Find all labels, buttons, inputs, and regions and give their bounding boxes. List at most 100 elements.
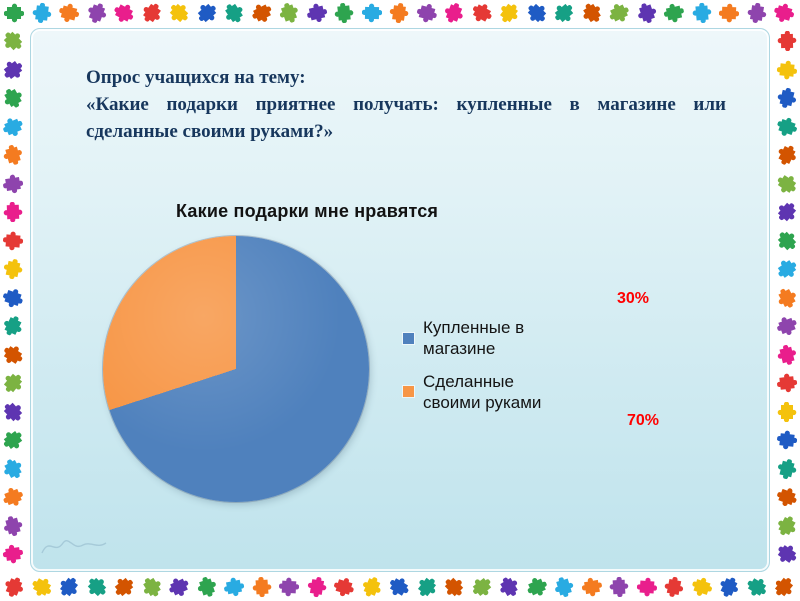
puzzle-piece-icon xyxy=(776,59,798,81)
puzzle-piece-icon xyxy=(745,2,768,25)
puzzle-piece-icon xyxy=(606,0,633,26)
puzzle-piece-icon xyxy=(495,0,523,27)
puzzle-piece-icon xyxy=(0,369,27,397)
puzzle-piece-icon xyxy=(0,455,27,482)
puzzle-piece-icon xyxy=(689,574,714,599)
puzzle-piece-icon xyxy=(770,573,798,601)
legend-item: Сделанные своими руками xyxy=(403,371,555,414)
legend-label: Сделанные своими руками xyxy=(423,371,542,412)
chart-title: Какие подарки мне нравятся xyxy=(176,201,439,221)
puzzle-piece-icon xyxy=(3,201,24,223)
puzzle-piece-icon xyxy=(2,543,25,566)
puzzle-piece-icon xyxy=(1,143,26,168)
puzzle-piece-icon xyxy=(774,114,800,140)
puzzle-piece-icon xyxy=(0,84,27,111)
puzzle-piece-icon xyxy=(0,397,27,425)
legend-swatch-bought-icon xyxy=(403,332,414,344)
puzzle-piece-icon xyxy=(772,1,797,26)
puzzle-piece-icon xyxy=(0,27,27,55)
puzzle-piece-icon xyxy=(28,573,55,600)
puzzle-piece-icon xyxy=(0,285,25,310)
puzzle-piece-icon xyxy=(166,574,193,601)
puzzle-piece-icon xyxy=(82,573,110,601)
puzzle-piece-icon xyxy=(358,574,384,600)
puzzle-piece-icon xyxy=(495,573,522,600)
legend-swatch-handmade-icon xyxy=(403,386,414,398)
puzzle-piece-icon xyxy=(636,576,657,597)
puzzle-piece-icon xyxy=(773,540,800,568)
puzzle-piece-icon xyxy=(580,575,603,598)
puzzle-piece-icon xyxy=(305,575,328,598)
puzzle-piece-icon xyxy=(84,0,110,26)
puzzle-piece-icon xyxy=(388,2,411,25)
puzzle-piece-icon xyxy=(773,170,800,198)
puzzle-piece-icon xyxy=(467,573,495,601)
puzzle-piece-icon xyxy=(0,55,27,83)
puzzle-piece-icon xyxy=(2,172,25,195)
puzzle-piece-icon xyxy=(1,513,25,537)
puzzle-piece-icon xyxy=(138,573,166,601)
puzzle-piece-icon xyxy=(138,0,166,27)
puzzle-piece-icon xyxy=(773,512,800,539)
puzzle-piece-icon xyxy=(30,2,52,24)
puzzle-piece-icon xyxy=(773,226,800,254)
puzzle-piece-icon xyxy=(776,429,798,451)
puzzle-piece-icon xyxy=(276,0,302,26)
puzzle-piece-icon xyxy=(468,0,495,27)
heading-topic-label: Опрос учащихся на тему: xyxy=(86,67,306,88)
puzzle-piece-icon xyxy=(774,313,800,339)
puzzle-piece-icon xyxy=(440,573,468,601)
puzzle-piece-icon xyxy=(716,574,743,601)
puzzle-piece-icon xyxy=(0,484,26,510)
puzzle-piece-icon xyxy=(333,2,355,24)
percent-label: 30% xyxy=(617,290,650,307)
puzzle-piece-icon xyxy=(278,576,300,597)
legend-label: Купленные в магазине xyxy=(423,318,525,359)
puzzle-piece-icon xyxy=(662,575,685,598)
puzzle-piece-icon xyxy=(608,576,629,598)
puzzle-piece-icon xyxy=(773,198,800,226)
puzzle-piece-icon xyxy=(412,573,440,601)
puzzle-piece-icon xyxy=(0,426,27,454)
puzzle-piece-icon xyxy=(522,0,550,27)
puzzle-piece-icon xyxy=(361,3,382,23)
chart-legend: Купленные в магазине Сделанные своими ру… xyxy=(403,317,555,413)
puzzle-piece-icon xyxy=(305,1,329,25)
puzzle-piece-icon xyxy=(0,113,26,139)
puzzle-piece-icon xyxy=(743,573,771,601)
puzzle-piece-icon xyxy=(776,372,798,394)
percent-label: 70% xyxy=(627,412,660,429)
puzzle-piece-icon xyxy=(774,142,800,169)
puzzle-piece-icon xyxy=(332,575,357,600)
puzzle-piece-icon xyxy=(775,342,799,366)
puzzle-piece-icon xyxy=(550,0,578,27)
puzzle-piece-icon xyxy=(773,284,800,311)
pie-chart xyxy=(103,236,369,502)
slide-heading: Опрос учащихся на тему: «Какие подарки п… xyxy=(86,65,726,146)
puzzle-piece-icon xyxy=(775,86,799,110)
puzzle-piece-icon xyxy=(110,0,137,27)
puzzle-piece-icon xyxy=(1,574,27,600)
puzzle-piece-icon xyxy=(220,0,248,27)
puzzle-piece-icon xyxy=(222,575,245,598)
puzzle-piece-icon xyxy=(578,0,606,27)
puzzle-piece-icon xyxy=(718,3,740,24)
puzzle-piece-icon xyxy=(2,230,24,252)
puzzle-piece-icon xyxy=(552,575,577,600)
puzzle-piece-icon xyxy=(165,0,193,27)
slide-background: Опрос учащихся на тему: «Какие подарки п… xyxy=(30,28,770,572)
puzzle-piece-icon xyxy=(523,574,549,600)
puzzle-piece-icon xyxy=(634,0,659,25)
puzzle-piece-icon xyxy=(385,573,412,600)
puzzle-piece-icon xyxy=(773,255,800,283)
heading-question-text: «Какие подарки приятнее получать: куплен… xyxy=(86,93,726,142)
puzzle-piece-icon xyxy=(55,573,83,601)
puzzle-piece-icon xyxy=(441,0,467,26)
puzzle-piece-icon xyxy=(414,1,438,25)
puzzle-piece-icon xyxy=(691,2,713,24)
puzzle-piece-icon xyxy=(57,1,81,25)
puzzle-piece-icon xyxy=(662,1,686,25)
puzzle-piece-icon xyxy=(110,573,138,601)
puzzle-piece-icon xyxy=(1,257,25,281)
puzzle-piece-icon xyxy=(248,0,275,26)
